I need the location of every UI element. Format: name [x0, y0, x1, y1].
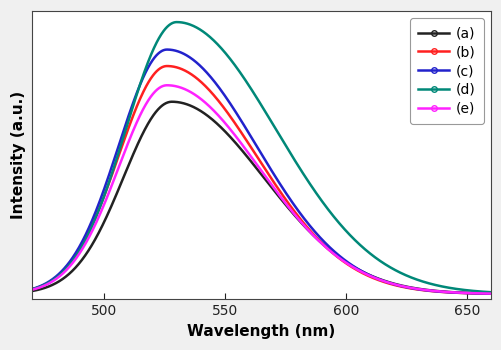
- Legend: (a), (b), (c), (d), (e): (a), (b), (c), (d), (e): [409, 18, 483, 124]
- X-axis label: Wavelength (nm): Wavelength (nm): [187, 324, 335, 339]
- Y-axis label: Intensity (a.u.): Intensity (a.u.): [11, 91, 26, 219]
